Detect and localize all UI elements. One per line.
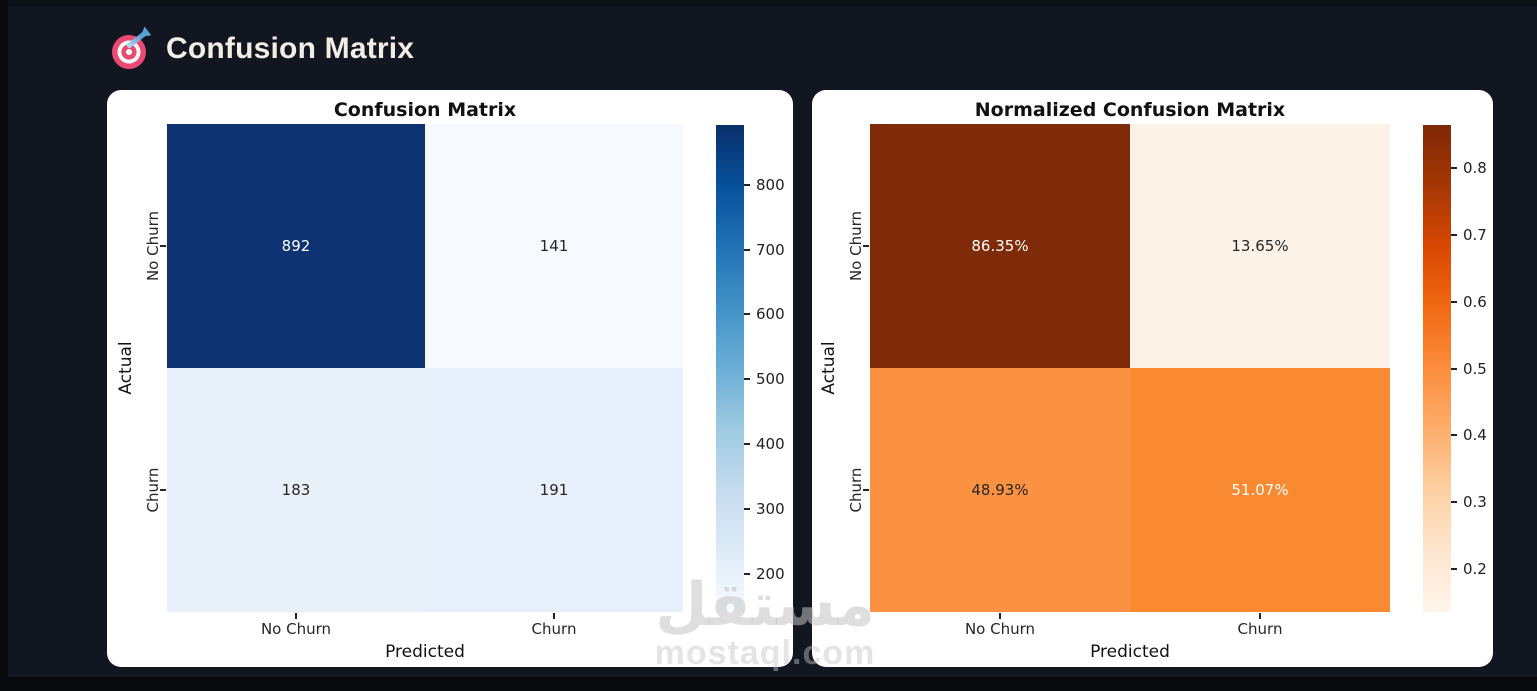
normalized-confusion-matrix-panel: Normalized Confusion Matrix 86.35% 13.65… <box>812 90 1493 667</box>
page-header: Confusion Matrix <box>112 28 414 70</box>
colorbar-tick-label: 0.6 <box>1463 292 1487 311</box>
colorbar-tick-mark <box>1451 166 1457 169</box>
colorbar-tick-label: 700 <box>756 240 785 259</box>
colorbar-tick-label: 400 <box>756 435 785 454</box>
chart-title: Confusion Matrix <box>333 99 517 121</box>
xtick-label-churn: Churn <box>1237 620 1283 638</box>
colorbar-tick-mark <box>1451 434 1457 437</box>
colorbar-tick: 0.7 <box>1451 226 1487 244</box>
heatmap-cell-actual-nochurn-pred-nochurn: 86.35% <box>870 124 1130 368</box>
heatmap-cell-actual-nochurn-pred-churn: 13.65% <box>1130 124 1390 368</box>
colorbar-tick-label: 0.8 <box>1463 158 1487 177</box>
heatmap-cell-actual-churn-pred-nochurn: 48.93% <box>870 368 1130 612</box>
colorbar-tick-mark <box>744 443 750 446</box>
colorbar-tick: 0.4 <box>1451 426 1487 444</box>
heatmap-axes: 86.35% 13.65% 48.93% 51.07% <box>870 124 1390 612</box>
heatmap-cell-actual-nochurn-pred-nochurn: 892 <box>167 124 425 368</box>
colorbar-tick-mark <box>1451 367 1457 370</box>
colorbar-tick-mark <box>744 248 750 251</box>
bottom-edge-strip <box>0 677 1537 691</box>
x-axis-label: Predicted <box>385 642 465 662</box>
page-title: Confusion Matrix <box>166 32 415 65</box>
confusion-matrix-panel: Confusion Matrix 892 141 183 191 No Chur… <box>107 90 793 667</box>
top-edge-strip <box>0 0 1537 6</box>
colorbar-tick-mark <box>744 507 750 510</box>
colorbar-tick-label: 0.5 <box>1463 359 1487 378</box>
colorbar-tick-label: 0.2 <box>1463 560 1487 579</box>
chart-title: Normalized Confusion Matrix <box>974 99 1286 121</box>
colorbar-tick: 400 <box>744 435 785 453</box>
heatmap-cell-actual-churn-pred-nochurn: 183 <box>167 368 425 612</box>
y-axis-label: Actual <box>116 341 136 395</box>
xtick-label-no-churn: No Churn <box>260 620 332 638</box>
heatmap-cell-actual-churn-pred-churn: 51.07% <box>1130 368 1390 612</box>
colorbar-tick-label: 0.3 <box>1463 493 1487 512</box>
colorbar-tick-mark <box>1451 300 1457 303</box>
dart-target-icon <box>112 28 152 70</box>
colorbar-tick-mark <box>744 313 750 316</box>
tick-mark <box>863 489 869 491</box>
tick-mark <box>1259 613 1261 619</box>
colorbar-tick: 0.2 <box>1451 560 1487 578</box>
colorbar-tick: 300 <box>744 500 785 518</box>
colorbar-tick-label: 300 <box>756 499 785 518</box>
tick-mark <box>160 245 166 247</box>
tick-mark <box>553 613 555 619</box>
colorbar-tick: 200 <box>744 565 785 583</box>
colorbar-tick-mark <box>1451 233 1457 236</box>
colorbar-tick-label: 500 <box>756 370 785 389</box>
colorbar-tick-mark <box>1451 568 1457 571</box>
colorbar-tick: 0.6 <box>1451 293 1487 311</box>
colorbar-tick: 0.3 <box>1451 493 1487 511</box>
colorbar-tick-label: 200 <box>756 564 785 583</box>
heatmap-cell-actual-churn-pred-churn: 191 <box>425 368 683 612</box>
heatmap-axes: 892 141 183 191 <box>167 124 683 612</box>
colorbar-tick-mark <box>744 378 750 381</box>
tick-mark <box>160 489 166 491</box>
colorbar-tick: 600 <box>744 305 785 323</box>
y-axis-label: Actual <box>819 341 839 395</box>
colorbar-tick: 700 <box>744 241 785 259</box>
colorbar-tick-label: 0.7 <box>1463 225 1487 244</box>
heatmap-cell-actual-nochurn-pred-churn: 141 <box>425 124 683 368</box>
colorbar-tick-mark <box>1451 501 1457 504</box>
colorbar-oranges: 0.8 0.7 0.6 0.5 0.4 0.3 0.2 <box>1423 125 1487 612</box>
tick-mark <box>999 613 1001 619</box>
tick-mark <box>863 245 869 247</box>
colorbar-tick-mark <box>744 572 750 575</box>
colorbar-tick-label: 0.4 <box>1463 426 1487 445</box>
colorbar-blues: 800 700 600 500 400 300 200 <box>716 125 785 612</box>
xtick-label-no-churn: No Churn <box>964 620 1036 638</box>
target-rings-icon <box>112 35 146 69</box>
colorbar-tick: 0.8 <box>1451 159 1487 177</box>
x-axis-label: Predicted <box>1090 642 1170 662</box>
colorbar-tick-mark <box>744 183 750 186</box>
left-edge-strip <box>0 0 8 691</box>
colorbar-tick: 0.5 <box>1451 360 1487 378</box>
colorbar-tick: 800 <box>744 176 785 194</box>
tick-mark <box>295 613 297 619</box>
xtick-label-churn: Churn <box>531 620 577 638</box>
colorbar-tick-label: 600 <box>756 305 785 324</box>
colorbar-tick: 500 <box>744 370 785 388</box>
colorbar-tick-label: 800 <box>756 175 785 194</box>
